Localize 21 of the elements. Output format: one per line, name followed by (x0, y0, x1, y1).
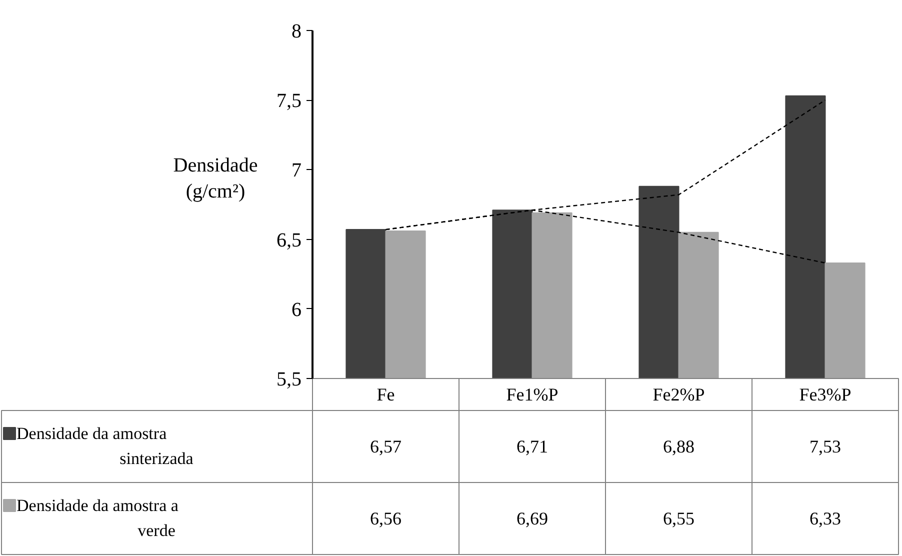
data-label: 7,53 (810, 436, 841, 456)
x-tick-label: Fe2%P (652, 384, 705, 404)
data-label: 6,56 (370, 508, 402, 528)
x-tick-label: Fe (376, 384, 395, 404)
data-label: 6,71 (516, 436, 548, 456)
y-tick-label: 8 (292, 20, 302, 42)
x-tick-label: Fe3%P (799, 384, 852, 404)
legend-label: Densidade da amostra a verde (16, 496, 179, 540)
data-label: 6,88 (663, 436, 694, 456)
x-tick-label: Fe1%P (506, 384, 558, 404)
y-tick-label: 6 (292, 298, 302, 321)
y-axis-title: Densidade (g/cm²) (173, 154, 258, 203)
y-tick-label: 6,5 (276, 229, 302, 252)
data-label: 6,55 (663, 508, 694, 528)
y-tick-label: 7,5 (276, 90, 302, 112)
legend-label: Densidade da amostra sinterizada (16, 424, 194, 468)
data-label: 6,57 (370, 436, 402, 456)
data-label: 6,69 (516, 508, 548, 528)
y-tick-label: 7 (292, 160, 302, 182)
y-tick-label: 5,5 (276, 368, 302, 390)
data-label: 6,33 (810, 508, 841, 528)
